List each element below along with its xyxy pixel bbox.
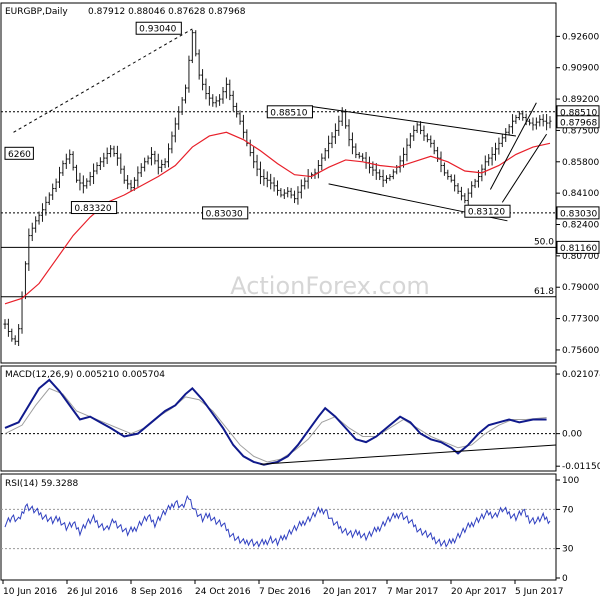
annotation-box: 0.93040: [135, 21, 182, 35]
annotation-box: 6260: [4, 146, 34, 160]
price-tag-text: 0.81160: [560, 244, 597, 254]
rsi-line: [4, 494, 551, 548]
macd-axis-label: 0.021074: [562, 370, 600, 380]
macd-trendline: [260, 444, 557, 465]
annotation-text: 0.83320: [74, 204, 111, 214]
price-axis-label: 0.77300: [562, 315, 599, 325]
price-tag-text: 0.83030: [560, 209, 597, 219]
annotation-box: 0.83120: [464, 204, 511, 218]
ohlc-header: 0.87912 0.88046 0.87628 0.87968: [88, 7, 246, 17]
x-axis-label: 10 Jun 2016: [3, 587, 57, 597]
annotation-frame: [464, 204, 511, 218]
macd-line: [4, 378, 547, 466]
rsi-header: RSI(14) 59.3288: [5, 479, 78, 489]
price-axis-label: 0.75600: [562, 346, 599, 356]
annotation-frame: [70, 201, 118, 215]
price-tag-box: [556, 206, 600, 220]
watermark: ActionForex.com: [230, 272, 430, 300]
trendline: [311, 105, 517, 137]
x-axis-label: 7 Dec 2016: [259, 587, 311, 597]
price-axis-label: 0.90900: [562, 64, 599, 74]
annotation-frame: [4, 146, 34, 160]
price-tag-text: 0.88510: [560, 108, 597, 118]
price-axis-label: 0.82400: [562, 221, 599, 231]
rsi-axis-label: 100: [562, 476, 579, 486]
x-axis-label: 24 Oct 2016: [195, 587, 251, 597]
rsi-panel: [0, 473, 557, 581]
x-axis-label: 5 Jun 2017: [515, 587, 563, 597]
rsi-axis-label: 0: [562, 574, 568, 584]
price-axis-label: 0.87500: [562, 126, 599, 136]
annotation-box: 0.83320: [70, 201, 118, 215]
x-axis-label: 7 Mar 2017: [387, 587, 438, 597]
price-tag-box: [556, 240, 600, 254]
rsi-axis-label: 30: [562, 545, 574, 555]
annotation-frame: [202, 206, 249, 220]
price-axis-label: 0.80700: [562, 252, 599, 262]
price-panel: [0, 2, 557, 364]
annotation-text: 0.93040: [139, 25, 176, 35]
x-axis-label: 8 Sep 2016: [131, 587, 183, 597]
price-axis-label: 0.89200: [562, 95, 599, 105]
symbol-header: EURGBP,Daily: [5, 7, 68, 17]
annotation-text: 0.83030: [206, 209, 243, 219]
price-axis-label: 0.85800: [562, 158, 599, 168]
price-axis-label: 0.84100: [562, 189, 599, 199]
trendline: [489, 102, 537, 190]
annotation-box: 0.88510: [266, 105, 313, 119]
fib-label: 61.8: [534, 287, 554, 297]
x-axis-label: 26 Jul 2016: [67, 587, 118, 597]
annotation-frame: [135, 21, 182, 35]
price-axis-label: 0.79000: [562, 283, 599, 293]
price-tag-box: [556, 115, 600, 129]
macd-axis-label: -0.011507: [562, 462, 600, 472]
x-axis-label: 20 Apr 2017: [451, 587, 507, 597]
annotation-box: 0.83030: [202, 206, 249, 220]
price-tag-text: 0.87968: [560, 118, 597, 128]
trendline: [13, 28, 193, 133]
x-axis-label: 20 Jan 2017: [323, 587, 377, 597]
fib-label: 50.0: [534, 237, 554, 247]
annotation-text: 0.88510: [270, 108, 307, 118]
trendline: [501, 133, 548, 203]
macd-header: MACD(12,26,9) 0.005210 0.005704: [5, 370, 165, 380]
price-axis-label: 0.92600: [562, 32, 599, 42]
rsi-axis-label: 70: [562, 505, 574, 515]
annotation-frame: [266, 105, 313, 119]
annotation-text: 0.83120: [468, 208, 505, 218]
annotation-text: 6260: [8, 150, 31, 160]
macd-axis-label: 0.00: [562, 430, 582, 440]
